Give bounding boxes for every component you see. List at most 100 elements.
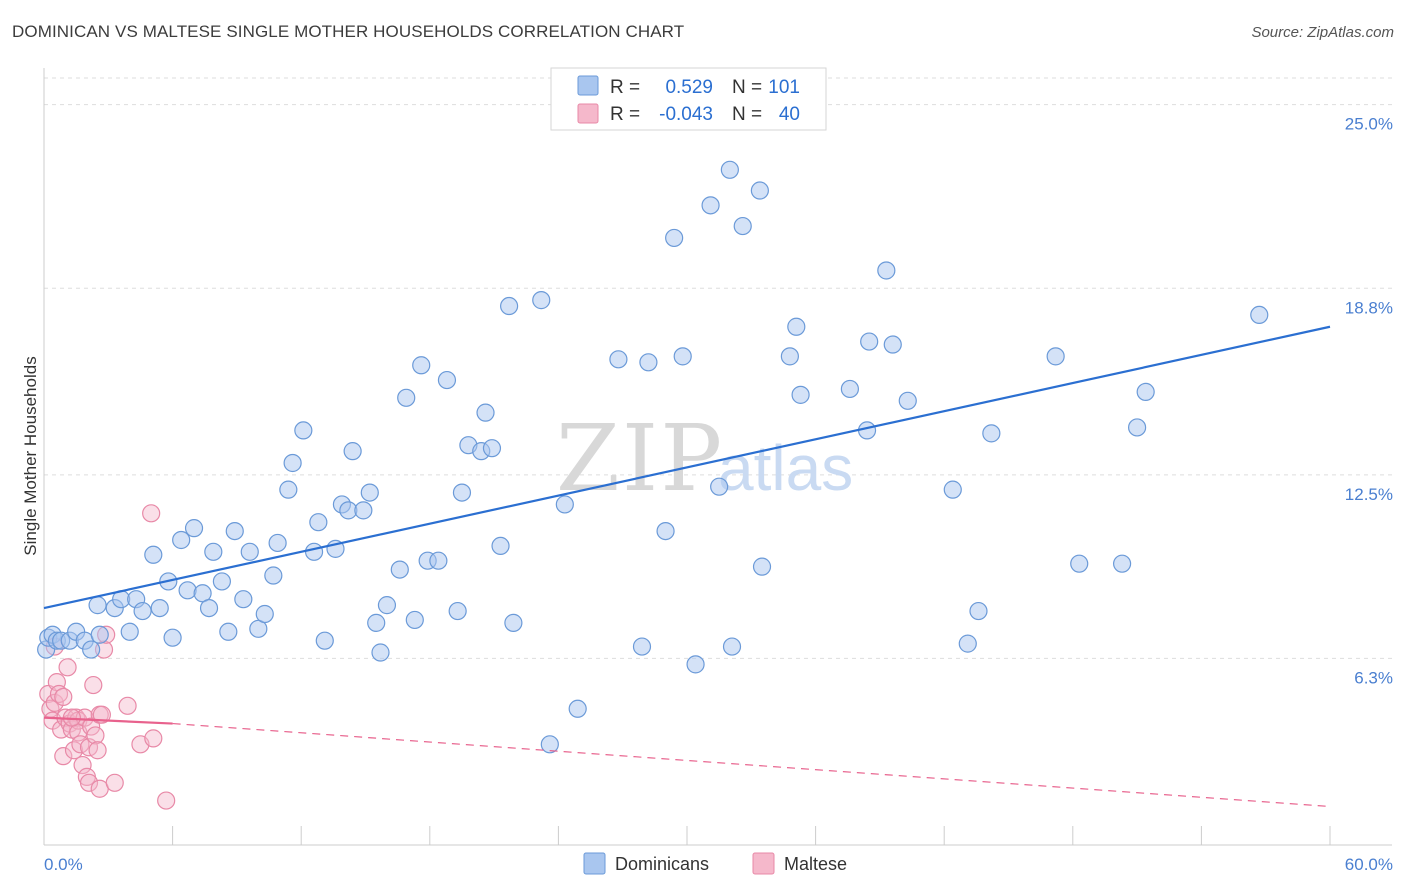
legend-swatch-maltese [577, 103, 599, 124]
dominican-point [883, 335, 902, 354]
dominican-point [482, 439, 502, 458]
dominican-point [268, 533, 287, 553]
maltese-point [73, 755, 92, 775]
dominican-point [225, 521, 244, 541]
dominican-point [371, 643, 390, 662]
x-tick-label: 0.0% [44, 855, 83, 874]
dominican-point [491, 536, 510, 555]
maltese-point [92, 705, 111, 724]
dominican-point [88, 596, 107, 615]
dominican-point [120, 622, 139, 641]
dominican-point [787, 317, 806, 336]
dominican-point [172, 530, 191, 550]
dominican-point [304, 542, 324, 561]
maltese-point [86, 726, 105, 745]
bottom-legend-label-dominicans: Dominicans [615, 854, 709, 874]
dominican-point [82, 640, 101, 659]
dominican-point [283, 453, 302, 473]
dominican-point [397, 388, 416, 407]
dominican-point [532, 291, 551, 310]
maltese-point [79, 773, 99, 792]
bottom-legend-label-maltese: Maltese [784, 854, 847, 874]
series-legend: Dominicans Maltese [583, 852, 847, 875]
dominican-point [540, 735, 559, 754]
stats-legend: R = 0.529 N = 101 R = -0.043 N = 40 [550, 67, 827, 131]
legend-r-label-1: R = [610, 77, 640, 98]
dominican-point [315, 631, 334, 650]
dominican-point [412, 356, 431, 375]
legend-n-label-2: N = [732, 104, 762, 125]
dominican-point [1046, 347, 1065, 366]
dominican-point [568, 699, 587, 718]
dominican-point [943, 480, 962, 499]
dominican-point [448, 601, 467, 621]
maltese-trend-line-dashed [172, 722, 1331, 808]
dominican-point [639, 353, 658, 372]
dominican-point [90, 625, 109, 644]
dominican-point [294, 421, 313, 440]
dominican-point [234, 590, 253, 609]
dominican-point [555, 495, 574, 514]
grid-lines [44, 77, 1392, 659]
dominican-point [343, 442, 362, 461]
dominican-point [1136, 382, 1155, 402]
bottom-legend-swatch-maltese [752, 852, 775, 875]
dominican-point [710, 477, 729, 496]
dominican-point [791, 385, 810, 404]
dominican-point [178, 581, 197, 600]
maltese-point [157, 791, 176, 810]
dominican-point [429, 551, 448, 570]
source-label: Source: ZipAtlas.com [1251, 24, 1394, 41]
bottom-legend-swatch-dominicans [583, 852, 606, 875]
dominican-point [184, 519, 204, 538]
maltese-point [84, 675, 103, 695]
x-tick-label: 60.0% [1345, 855, 1393, 874]
dominican-point [354, 501, 373, 520]
dominican-point [1127, 418, 1147, 437]
dominican-point [665, 228, 684, 248]
dominican-point [255, 604, 274, 624]
dominican-point [163, 628, 182, 647]
dominican-point [1250, 305, 1269, 325]
maltese-point [144, 729, 163, 748]
dominican-point [133, 601, 152, 621]
dominican-point [780, 347, 799, 366]
dominican-point [720, 160, 739, 179]
dominican-point [437, 370, 457, 390]
dominican-point [1112, 554, 1132, 573]
dominican-point [279, 480, 298, 499]
y-tick-label: 25.0% [1345, 115, 1393, 134]
axes [43, 68, 1392, 846]
watermark-atlas: atlas [718, 432, 853, 504]
dominican-point [360, 483, 379, 502]
dominican-point [476, 403, 495, 422]
dominican-point [405, 610, 424, 630]
dominican-point [958, 634, 977, 653]
watermark-zip: ZIP [556, 405, 724, 512]
dominican-point [686, 655, 705, 674]
dominican-point [309, 513, 328, 532]
dominican-point [204, 542, 223, 561]
maltese-point [88, 741, 107, 760]
y-axis-label: Single Mother Households [21, 356, 40, 555]
legend-n-label-1: N = [732, 77, 762, 98]
legend-n-value-2: 40 [779, 104, 800, 125]
watermark: ZIP atlas [556, 405, 853, 512]
dominican-point [1070, 554, 1089, 573]
maltese-point [54, 747, 73, 766]
dominican-point [144, 545, 163, 564]
y-tick-label: 12.5% [1345, 485, 1393, 504]
dominican-point [199, 598, 219, 618]
maltese-point [58, 658, 77, 677]
dominican-point [240, 542, 259, 561]
dominicans-trend-line [43, 325, 1331, 610]
legend-n-value-1: 101 [768, 77, 800, 98]
dominican-point [452, 483, 472, 502]
dominican-point [701, 196, 720, 215]
maltese-point [75, 708, 94, 727]
legend-r-value-1: 0.529 [665, 77, 713, 98]
dominican-point [750, 181, 769, 200]
maltese-point [54, 687, 73, 707]
dominican-point [219, 622, 238, 641]
